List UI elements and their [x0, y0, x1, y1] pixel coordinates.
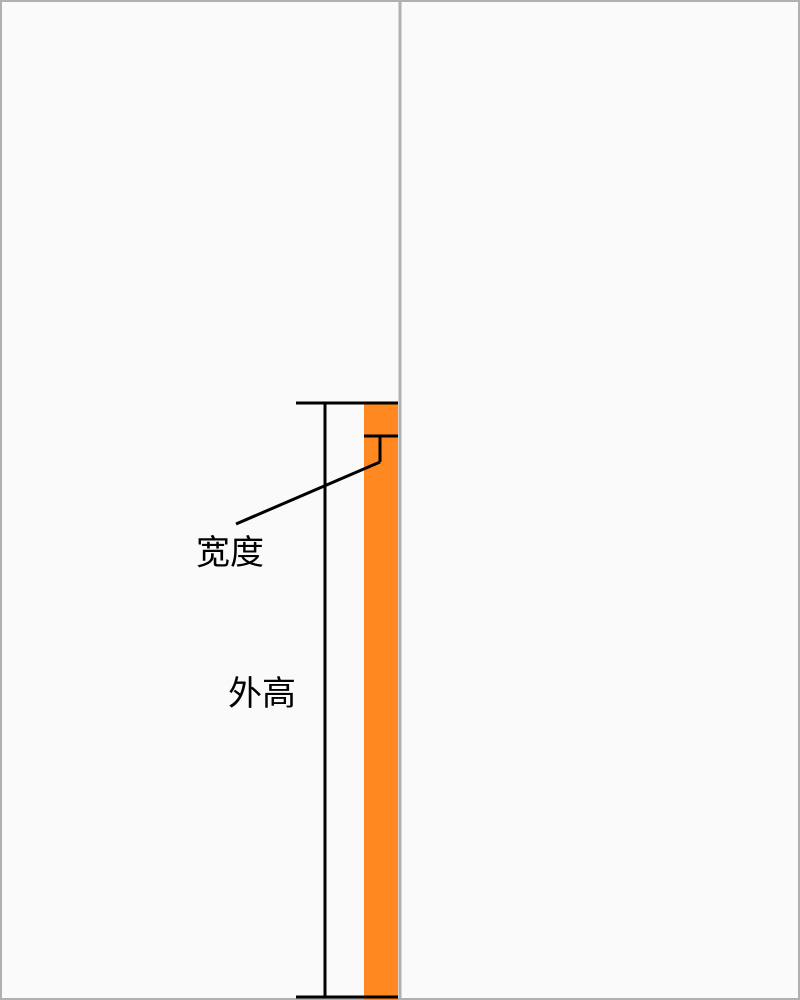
outer-height-label: 外高 — [228, 674, 296, 714]
orange-profile-strip — [364, 403, 398, 1000]
width-leader-line — [235, 460, 381, 526]
width-label: 宽度 — [196, 533, 264, 573]
